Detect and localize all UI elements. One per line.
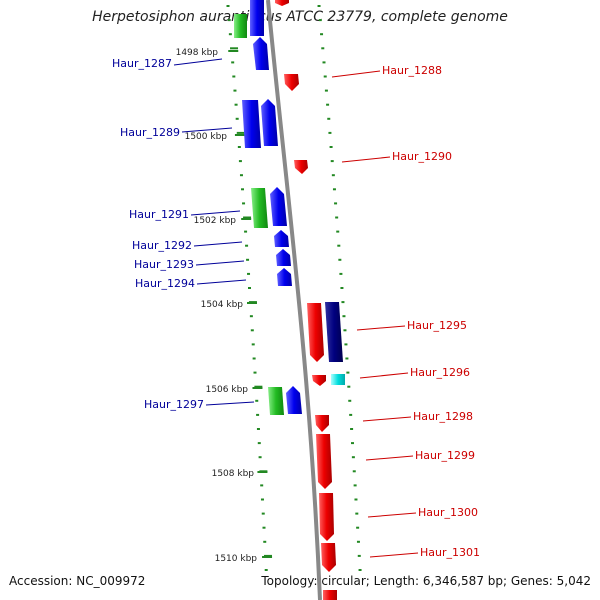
- gene-feature-haur1289b[interactable]: [261, 99, 278, 146]
- gene-feature-haur1291-green[interactable]: [251, 188, 268, 228]
- gene-feature-haur1288[interactable]: [284, 74, 299, 91]
- gene-label-haur1291[interactable]: Haur_1291: [129, 208, 189, 221]
- gene-label-haur1289[interactable]: Haur_1289: [120, 126, 180, 139]
- map-title: Herpetosiphon aurantiacus ATCC 23779, co…: [92, 9, 508, 25]
- kbp-label: 1498 kbp: [176, 48, 219, 58]
- reverse-labels: Haur_1288 Haur_1290 Haur_1295 Haur_1296 …: [331, 64, 480, 559]
- gene-feature-haur1298[interactable]: [315, 415, 329, 432]
- gene-feature-fwd-top[interactable]: [250, 0, 264, 36]
- gene-label-haur1301[interactable]: Haur_1301: [420, 546, 480, 559]
- gene-label-haur1300[interactable]: Haur_1300: [418, 506, 478, 519]
- gene-feature-haur1292[interactable]: [274, 230, 289, 247]
- kbp-label: 1506 kbp: [206, 385, 249, 395]
- genome-summary-text: Topology: circular; Length: 6,346,587 bp…: [261, 574, 591, 588]
- gene-feature-fwd-top-green[interactable]: [234, 14, 247, 38]
- genome-backbone: [266, 0, 322, 600]
- gene-feature-rev-top[interactable]: [275, 0, 289, 6]
- gene-label-haur1297[interactable]: Haur_1297: [144, 398, 204, 411]
- gene-feature-haur1297[interactable]: [286, 386, 302, 414]
- gene-feature-haur1296[interactable]: [331, 374, 345, 385]
- forward-features: [234, 0, 302, 415]
- gene-feature-haur1301[interactable]: [321, 543, 336, 572]
- gene-feature-haur1289a[interactable]: [242, 100, 261, 148]
- gene-feature-rev-bottom[interactable]: [323, 590, 337, 600]
- gene-feature-haur1290[interactable]: [294, 160, 308, 174]
- gene-label-haur1287[interactable]: Haur_1287: [112, 57, 172, 70]
- gene-feature-haur1295b[interactable]: [325, 302, 343, 362]
- gene-feature-haur1296-red[interactable]: [312, 375, 326, 386]
- kbp-label: 1508 kbp: [212, 469, 255, 479]
- kbp-label: 1510 kbp: [215, 554, 258, 564]
- reverse-features: [275, 0, 345, 600]
- gene-feature-haur1300[interactable]: [319, 493, 334, 541]
- gene-feature-haur1291[interactable]: [270, 187, 287, 226]
- gene-label-haur1294[interactable]: Haur_1294: [135, 277, 195, 290]
- forward-labels: Haur_1287 Haur_1289 Haur_1291 Haur_1292 …: [112, 57, 255, 411]
- gene-feature-haur1295a[interactable]: [307, 303, 324, 362]
- gene-label-haur1298[interactable]: Haur_1298: [413, 410, 473, 423]
- gene-label-haur1295[interactable]: Haur_1295: [407, 319, 467, 332]
- gene-label-haur1292[interactable]: Haur_1292: [132, 239, 192, 252]
- gene-feature-haur1294[interactable]: [277, 268, 292, 286]
- gene-label-haur1288[interactable]: Haur_1288: [382, 64, 442, 77]
- kbp-label: 1504 kbp: [201, 300, 244, 310]
- kbp-label: 1502 kbp: [194, 216, 237, 226]
- gene-label-haur1296[interactable]: Haur_1296: [410, 366, 470, 379]
- kbp-label: 1500 kbp: [185, 132, 228, 142]
- gene-feature-haur1299[interactable]: [316, 434, 332, 489]
- gene-label-haur1299[interactable]: Haur_1299: [415, 449, 475, 462]
- tick-marks: [226, 5, 362, 571]
- gene-label-haur1290[interactable]: Haur_1290: [392, 150, 452, 163]
- gene-label-haur1293[interactable]: Haur_1293: [134, 258, 194, 271]
- gene-feature-haur1287[interactable]: [253, 37, 269, 70]
- kbp-labels: 1498 kbp 1500 kbp 1502 kbp 1504 kbp 1506…: [176, 48, 258, 564]
- accession-text: Accession: NC_009972: [9, 574, 146, 588]
- gene-feature-haur1293[interactable]: [276, 249, 291, 266]
- gene-feature-haur1297-green[interactable]: [268, 387, 284, 415]
